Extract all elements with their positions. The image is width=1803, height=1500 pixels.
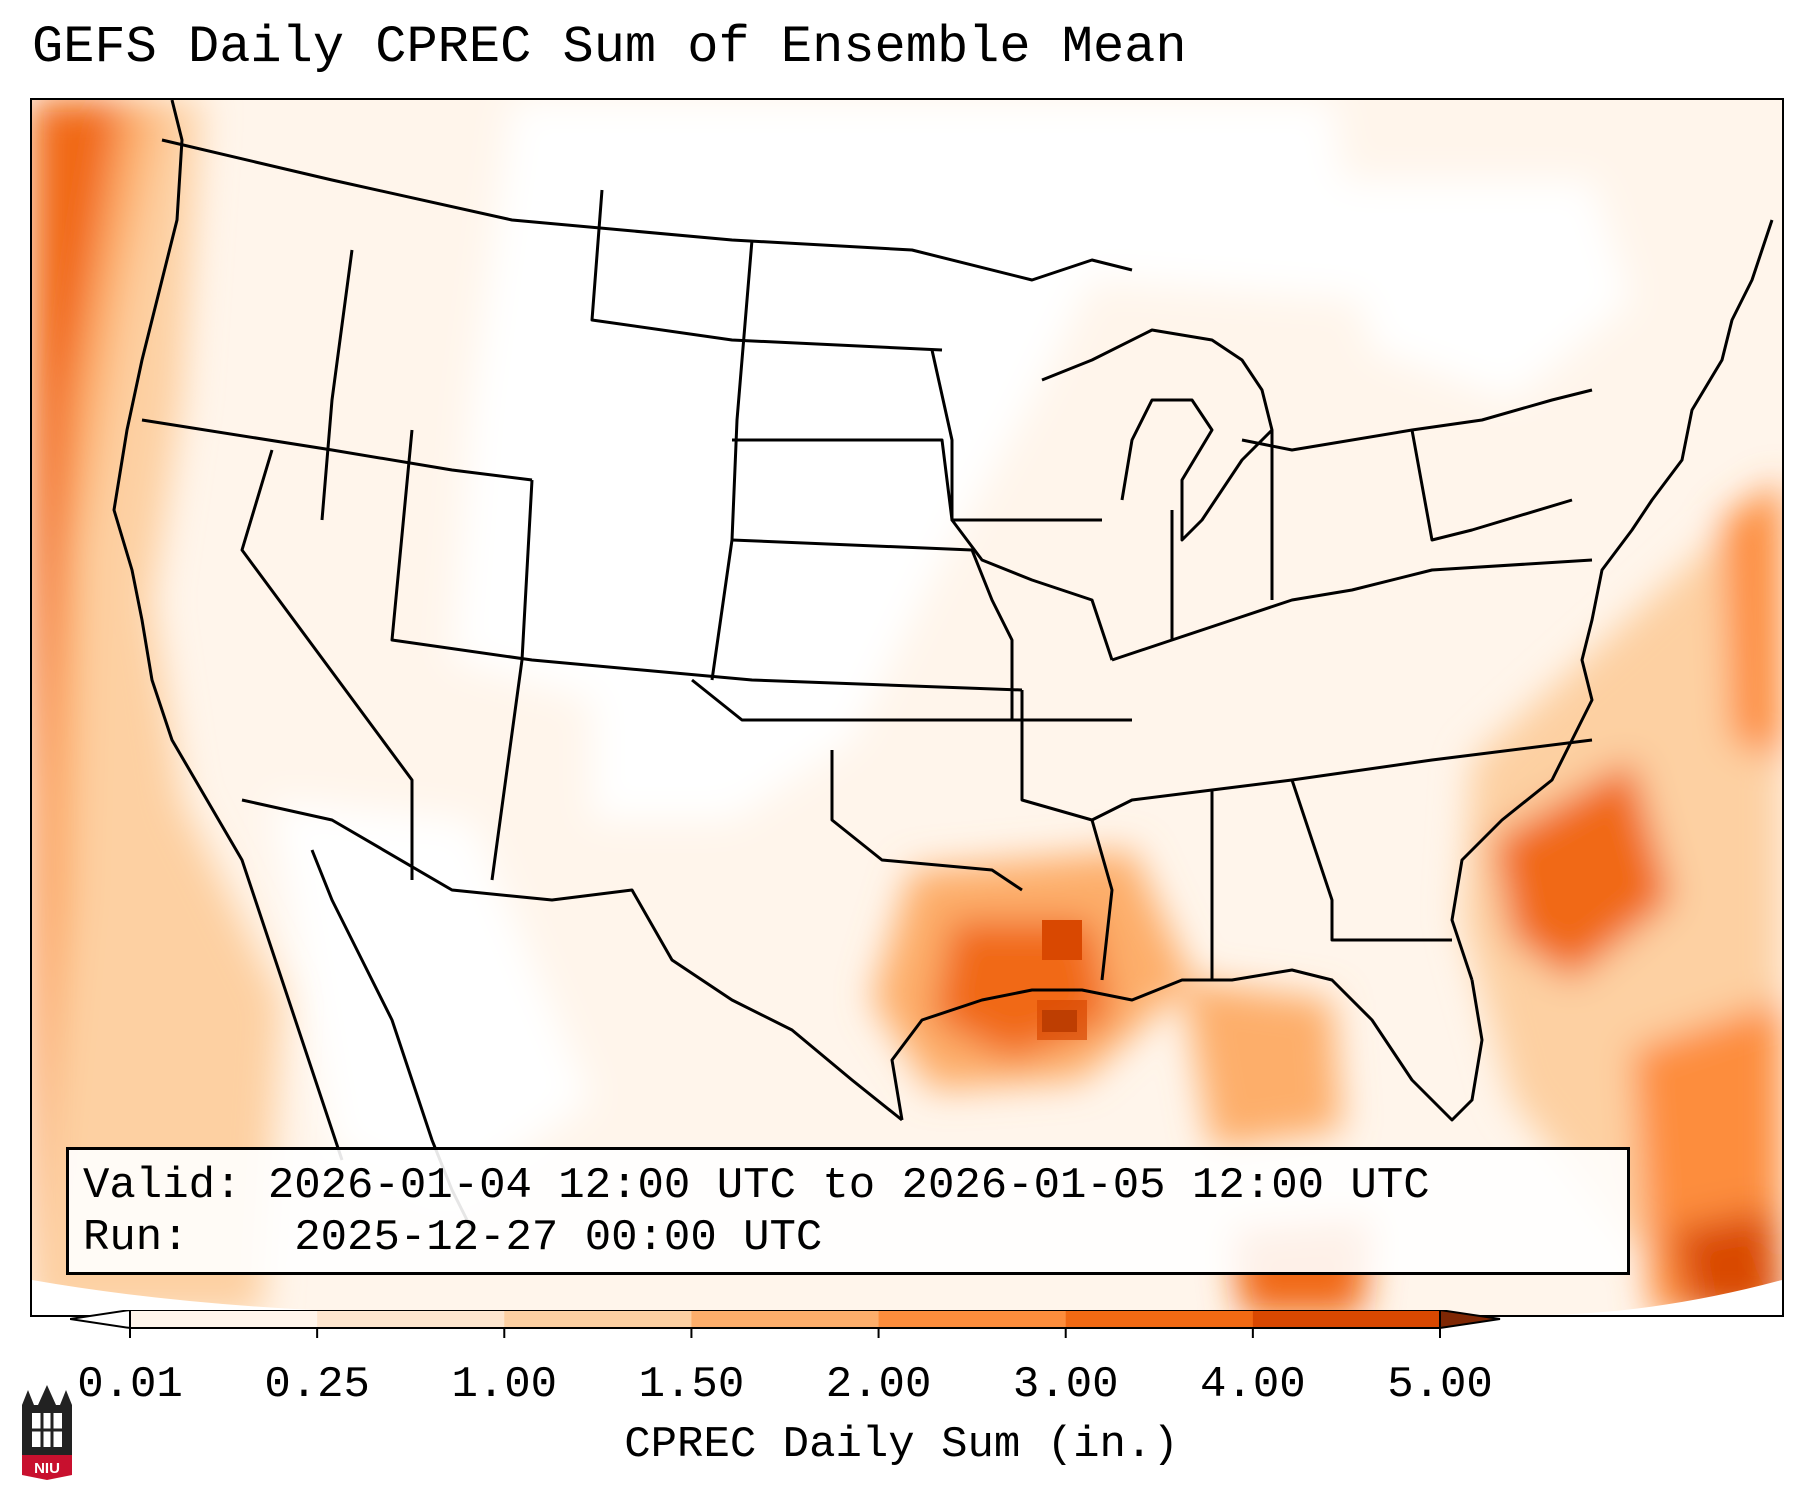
west-coast-line: [112, 100, 344, 1161]
logo-text: NIU: [34, 1460, 60, 1477]
map-title: GEFS Daily CPREC Sum of Ensemble Mean: [32, 18, 1187, 77]
colorbar-segment: [1065, 1310, 1254, 1328]
colorbar-segment: [504, 1310, 692, 1328]
state-line-9: [731, 538, 1014, 720]
colorbar-tick-label: 4.00: [1200, 1360, 1306, 1410]
state-line-4: [390, 429, 1023, 692]
valid-run-info-box: Valid: 2026-01-04 12:00 UTC to 2026-01-0…: [66, 1147, 1630, 1275]
state-line-2: [141, 418, 533, 482]
state-line-19: [1410, 429, 1573, 542]
state-line-13: [1020, 690, 1593, 822]
colorbar-segments: [70, 1310, 1501, 1330]
precipitation-map: [32, 100, 1782, 1315]
state-line-6: [710, 239, 754, 681]
colorbar: [70, 1310, 1501, 1338]
colorbar-segment: [691, 1310, 880, 1328]
colorbar-segment: [1252, 1310, 1441, 1328]
state-line-1: [320, 249, 354, 521]
projection-edge-right: [1532, 1280, 1782, 1315]
canada-border-line: [161, 138, 1133, 282]
colorbar-segment: [130, 1310, 318, 1328]
colorbar-frame: [129, 1310, 1441, 1329]
run-time: 2025-12-27 00:00 UTC: [294, 1213, 823, 1263]
colorbar-under-extend: [70, 1310, 131, 1330]
colorbar-tick-label: 3.00: [1012, 1360, 1119, 1410]
state-line-7: [590, 189, 943, 352]
us-mexico-border-line: [241, 798, 903, 1122]
precip-max-louisiana: [1042, 920, 1082, 960]
state-line-15: [1090, 819, 1114, 981]
precip-field-dry: [272, 100, 1632, 1200]
map-panel: [30, 98, 1784, 1317]
state-line-10: [691, 678, 1132, 722]
east-coast-line: [1450, 219, 1774, 981]
valid-time-range: 2026-01-04 12:00 UTC to 2026-01-05 12:00…: [267, 1161, 1430, 1211]
state-line-17: [1290, 779, 1452, 942]
colorbar-tick-label: 5.00: [1387, 1360, 1493, 1410]
colorbar-segment: [317, 1310, 505, 1328]
valid-label: Valid:: [83, 1161, 242, 1211]
state-line-8: [732, 438, 1102, 522]
state-line-18: [1241, 388, 1593, 452]
colorbar-segment: [878, 1310, 1067, 1328]
state-line-11: [830, 750, 1023, 892]
colorbar-over-extend: [1439, 1310, 1501, 1330]
state-line-12: [930, 349, 1114, 661]
run-label: Run:: [83, 1213, 189, 1263]
niu-logo-icon: NIU: [22, 1385, 72, 1480]
colorbar-tick-label: 0.25: [264, 1360, 370, 1410]
colorbar-ticks: [129, 1328, 1441, 1338]
colorbar-tick-label: 1.00: [451, 1360, 558, 1410]
gulf-coast-line: [890, 968, 1484, 1122]
great-lakes-line: [1041, 328, 1274, 542]
colorbar-label: CPREC Daily Sum (in.): [624, 1420, 1179, 1470]
state-line-3: [240, 449, 414, 880]
colorbar-tick-label: 2.00: [825, 1360, 932, 1410]
state-line-5: [490, 479, 534, 881]
colorbar-tick-label: 0.01: [77, 1360, 183, 1410]
boundaries: [112, 100, 1774, 1231]
projection-edge-left: [32, 1280, 512, 1315]
colorbar-tick-label: 1.50: [638, 1360, 745, 1410]
precip-max-gulf-halo: [1037, 1000, 1087, 1040]
